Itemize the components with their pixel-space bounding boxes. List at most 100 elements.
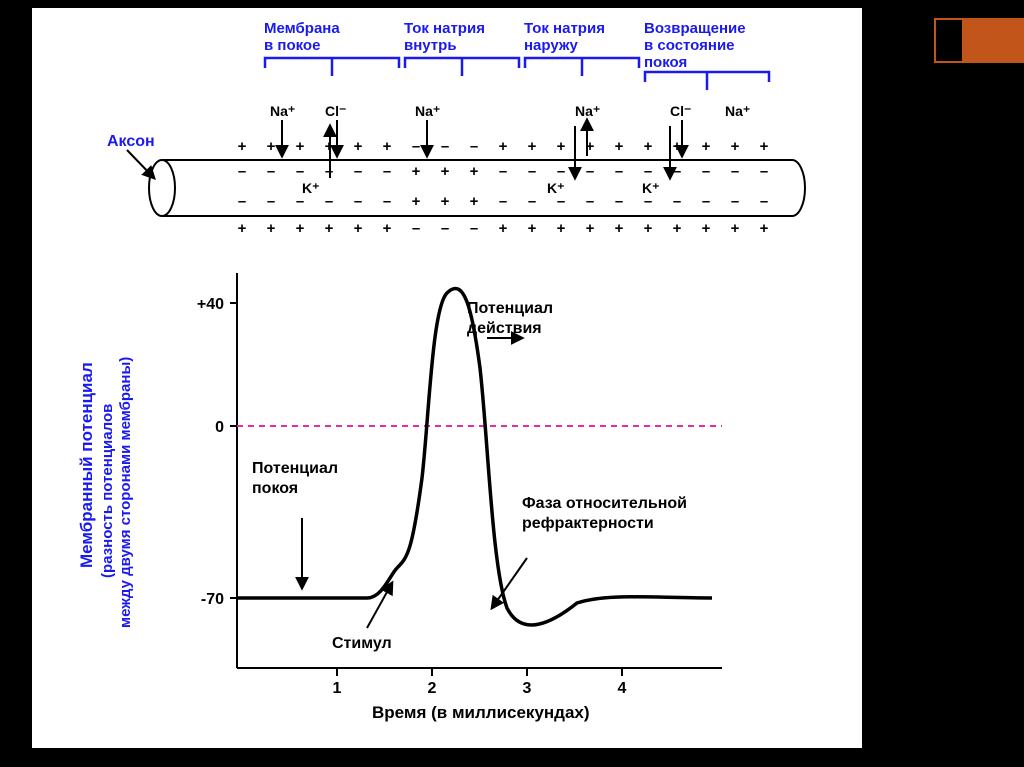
svg-text:3: 3 [523,680,532,697]
svg-text:+: + [528,138,537,155]
svg-text:Стимул: Стимул [332,635,392,652]
svg-text:Ток натрия: Ток натрия [524,20,605,37]
svg-text:-70: -70 [201,591,224,608]
svg-text:+: + [267,220,276,237]
svg-text:+: + [673,138,682,155]
svg-text:покоя: покоя [644,54,687,71]
svg-text:–: – [412,220,420,237]
svg-text:–: – [470,138,478,155]
svg-text:+: + [615,138,624,155]
svg-text:Время (в миллисекундах): Время (в миллисекундах) [372,703,590,722]
svg-text:+: + [702,220,711,237]
svg-text:(разность потенциалов: (разность потенциалов [99,404,116,578]
axon-label: Аксон [107,133,155,150]
svg-text:+: + [557,220,566,237]
svg-text:+: + [267,138,276,155]
svg-text:+40: +40 [197,296,224,313]
svg-text:Потенциал: Потенциал [467,300,553,317]
svg-text:–: – [731,193,739,210]
svg-text:+: + [760,138,769,155]
svg-text:–: – [586,193,594,210]
svg-text:+: + [238,220,247,237]
svg-text:–: – [267,163,275,180]
svg-text:+: + [470,193,479,210]
svg-text:рефрактерности: рефрактерности [522,515,654,532]
svg-text:+: + [557,138,566,155]
svg-text:Возвращение: Возвращение [644,20,746,37]
svg-text:–: – [383,193,391,210]
svg-text:–: – [528,163,536,180]
svg-text:+: + [412,193,421,210]
svg-text:Na⁺: Na⁺ [270,103,295,119]
svg-text:–: – [238,163,246,180]
svg-text:+: + [702,138,711,155]
svg-text:внутрь: внутрь [404,37,457,54]
svg-text:+: + [499,138,508,155]
svg-text:действия: действия [467,320,542,337]
svg-text:1: 1 [333,680,342,697]
svg-text:–: – [760,163,768,180]
svg-text:+: + [731,220,740,237]
svg-text:0: 0 [215,419,224,436]
svg-text:+: + [383,220,392,237]
svg-text:+: + [615,220,624,237]
svg-text:Na⁺: Na⁺ [575,103,600,119]
svg-text:+: + [325,220,334,237]
svg-text:+: + [441,163,450,180]
svg-text:+: + [296,220,305,237]
svg-text:Мембрана: Мембрана [264,20,340,37]
svg-text:K⁺: K⁺ [302,180,320,196]
svg-text:–: – [470,220,478,237]
svg-text:–: – [441,220,449,237]
svg-text:4: 4 [618,680,627,697]
svg-text:–: – [528,193,536,210]
svg-text:–: – [760,193,768,210]
svg-text:–: – [615,163,623,180]
svg-text:–: – [702,193,710,210]
svg-text:–: – [499,163,507,180]
svg-text:–: – [354,163,362,180]
svg-text:Cl⁻: Cl⁻ [670,103,691,119]
svg-text:+: + [644,220,653,237]
svg-text:+: + [528,220,537,237]
svg-text:+: + [673,220,682,237]
svg-text:Фаза относительной: Фаза относительной [522,495,687,512]
svg-text:–: – [296,163,304,180]
svg-text:+: + [760,220,769,237]
svg-text:K⁺: K⁺ [547,180,565,196]
svg-text:–: – [267,193,275,210]
svg-text:+: + [354,138,363,155]
svg-text:+: + [499,220,508,237]
action-potential-figure: Мембранав покоеТок натриявнутрьТок натри… [32,8,862,748]
svg-text:–: – [586,163,594,180]
svg-text:Cl⁻: Cl⁻ [325,103,346,119]
svg-text:2: 2 [428,680,437,697]
svg-text:–: – [238,193,246,210]
svg-text:между двумя сторонами мембраны: между двумя сторонами мембраны) [117,357,134,628]
svg-text:–: – [702,163,710,180]
svg-text:+: + [470,163,479,180]
svg-text:наружу: наружу [524,37,579,54]
svg-text:+: + [354,220,363,237]
svg-text:+: + [644,138,653,155]
svg-text:Na⁺: Na⁺ [415,103,440,119]
svg-text:Потенциал: Потенциал [252,460,338,477]
svg-text:–: – [615,193,623,210]
svg-text:–: – [441,138,449,155]
svg-text:–: – [644,163,652,180]
svg-text:–: – [325,193,333,210]
svg-text:–: – [383,163,391,180]
svg-text:+: + [586,220,595,237]
svg-text:–: – [731,163,739,180]
svg-text:–: – [354,193,362,210]
svg-text:в состояние: в состояние [644,37,735,54]
svg-text:покоя: покоя [252,480,298,497]
svg-text:–: – [412,138,420,155]
svg-text:K⁺: K⁺ [642,180,660,196]
svg-text:Ток натрия: Ток натрия [404,20,485,37]
svg-text:+: + [383,138,392,155]
svg-text:+: + [731,138,740,155]
svg-text:в покое: в покое [264,37,320,54]
svg-text:Na⁺: Na⁺ [725,103,750,119]
svg-text:–: – [673,193,681,210]
